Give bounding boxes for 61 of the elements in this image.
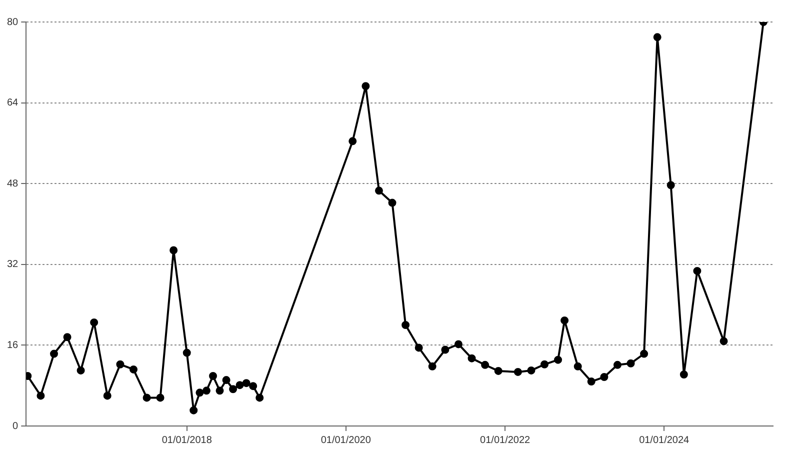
point bbox=[454, 340, 462, 348]
point bbox=[481, 360, 490, 369]
y-tick-label: 0 bbox=[12, 420, 19, 432]
point bbox=[640, 350, 648, 358]
x-tick-label: 01/01/2022 bbox=[480, 434, 531, 446]
x-tick-label: 01/01/2018 bbox=[162, 434, 212, 446]
point bbox=[514, 368, 522, 376]
point bbox=[587, 378, 596, 386]
point bbox=[666, 181, 675, 190]
point bbox=[202, 386, 210, 395]
point bbox=[653, 33, 662, 42]
point bbox=[142, 394, 151, 402]
point bbox=[374, 186, 383, 195]
point bbox=[468, 354, 476, 362]
point bbox=[560, 316, 569, 324]
point bbox=[256, 394, 264, 402]
point bbox=[90, 318, 98, 326]
y-tick-label: 48 bbox=[7, 178, 19, 190]
point bbox=[540, 360, 549, 368]
point bbox=[388, 198, 396, 207]
point bbox=[402, 321, 410, 329]
point bbox=[216, 386, 224, 395]
point bbox=[222, 376, 230, 384]
x-tick-label: 01/01/2020 bbox=[320, 434, 372, 446]
y-tick-label: 16 bbox=[7, 340, 19, 351]
point bbox=[348, 137, 357, 146]
point bbox=[236, 381, 244, 390]
point bbox=[103, 392, 112, 400]
point bbox=[190, 406, 198, 414]
point bbox=[680, 370, 688, 378]
point bbox=[494, 366, 502, 375]
point bbox=[428, 362, 436, 370]
point bbox=[441, 346, 450, 354]
point bbox=[693, 266, 702, 275]
point bbox=[229, 385, 238, 394]
point bbox=[613, 360, 622, 369]
point bbox=[36, 392, 45, 400]
point bbox=[249, 382, 258, 390]
x-tick-label: 01/01/2024 bbox=[639, 434, 690, 446]
point bbox=[600, 373, 608, 382]
point bbox=[554, 356, 562, 364]
point bbox=[527, 366, 536, 374]
point bbox=[182, 348, 191, 357]
point bbox=[414, 344, 423, 352]
point bbox=[116, 360, 124, 368]
y-tick-label: 64 bbox=[7, 98, 19, 109]
point bbox=[170, 246, 178, 254]
point bbox=[50, 350, 58, 358]
point bbox=[362, 82, 370, 90]
y-tick-label: 32 bbox=[7, 259, 19, 270]
point bbox=[196, 388, 204, 397]
point bbox=[574, 362, 582, 370]
point bbox=[76, 366, 85, 374]
point bbox=[156, 394, 164, 402]
point bbox=[720, 337, 728, 346]
point bbox=[209, 372, 218, 380]
y-tick-label: 80 bbox=[7, 16, 19, 28]
point bbox=[626, 359, 635, 368]
point bbox=[63, 333, 72, 342]
point bbox=[130, 365, 138, 374]
point bbox=[242, 379, 250, 388]
